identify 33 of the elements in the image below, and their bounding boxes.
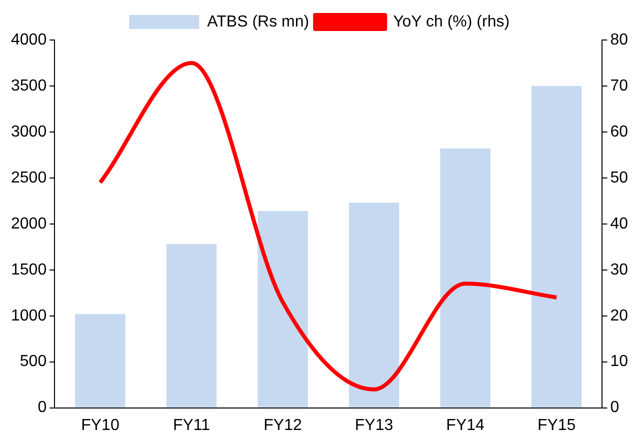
y2-tick-label: 0 — [610, 399, 620, 416]
line-series — [98, 60, 559, 392]
bar — [166, 244, 217, 408]
y-tick-label: 2500 — [11, 169, 47, 186]
y2-tick-label: 40 — [610, 215, 628, 232]
bar — [531, 86, 582, 408]
y-tick-label: 1000 — [11, 307, 47, 324]
y2-tick-label: 10 — [610, 353, 628, 370]
x-tick-label: FY13 — [354, 416, 394, 434]
x-tick-label: FY11 — [172, 416, 210, 434]
y-tick-label: 1500 — [11, 261, 47, 278]
x-tick-label: FY15 — [537, 416, 576, 434]
y-tick-label: 3000 — [11, 123, 47, 140]
bar — [348, 202, 400, 408]
y-tick-label: 2000 — [11, 215, 47, 232]
bar — [75, 314, 126, 408]
y2-tick-label: 20 — [610, 307, 628, 324]
y-tick-label: 3500 — [11, 77, 47, 94]
y-tick-label: 4000 — [11, 31, 47, 48]
y2-tick-label: 70 — [610, 77, 628, 94]
legend-label: YoY ch (%) (rhs) — [393, 13, 510, 30]
y2-tick-label: 80 — [610, 31, 628, 48]
y-tick-label: 0 — [38, 399, 47, 416]
y2-tick-label: 60 — [610, 123, 628, 140]
x-tick-label: FY14 — [446, 416, 485, 434]
bar — [258, 211, 308, 408]
x-tick-label: FY10 — [81, 416, 120, 434]
y2-tick-label: 50 — [610, 169, 628, 186]
y2-tick-label: 30 — [610, 261, 628, 278]
bar — [440, 148, 490, 408]
y-tick-label: 500 — [20, 353, 47, 370]
legend-label: ATBS (Rs mn) — [207, 13, 310, 30]
x-tick-label: FY12 — [264, 416, 302, 434]
